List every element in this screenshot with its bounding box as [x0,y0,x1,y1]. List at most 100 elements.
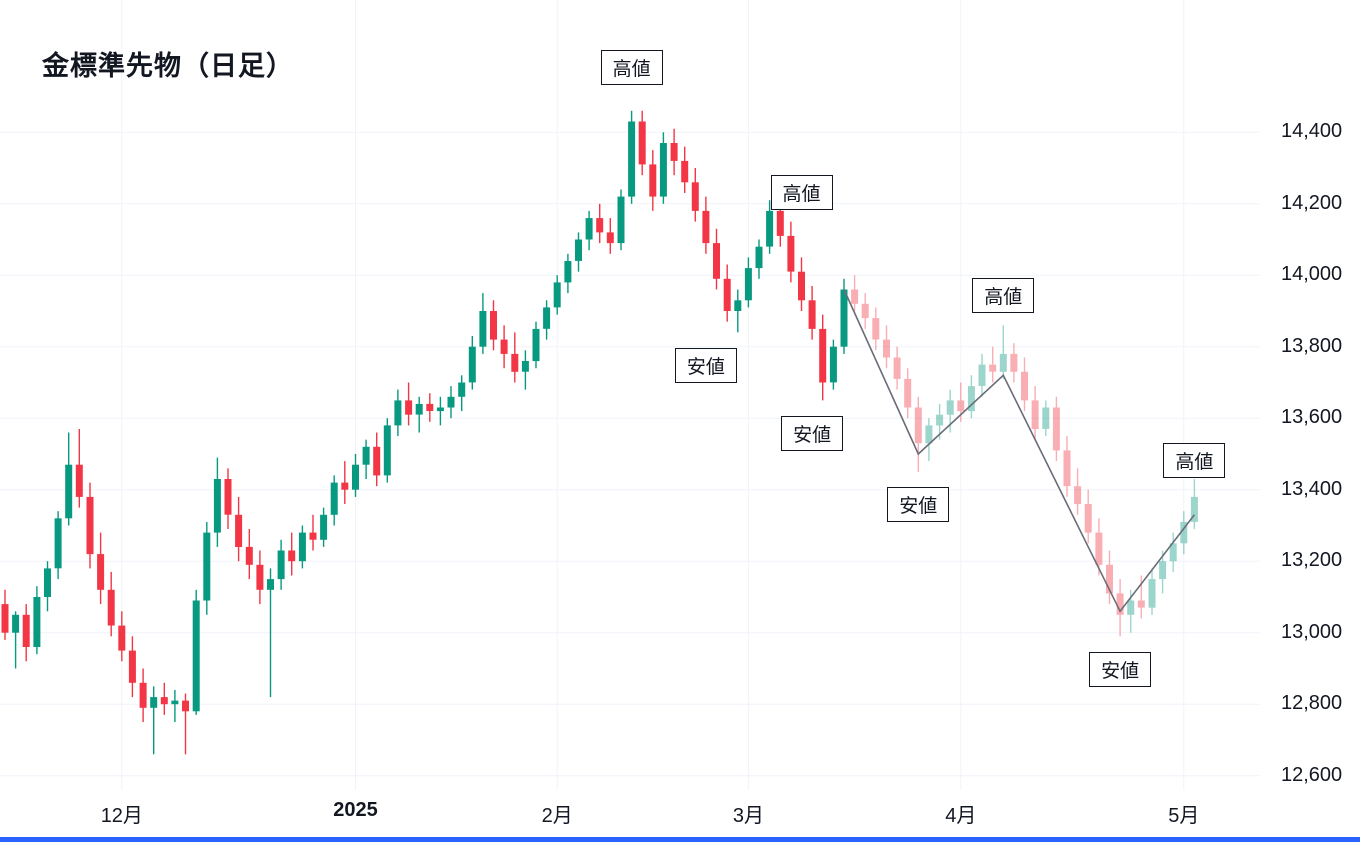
candle-down [107,571,115,637]
candle-up [458,375,466,412]
candle-down [490,300,497,351]
price-axis-label: 13,600 [1281,406,1343,429]
candle-down [22,604,30,662]
candle-down [776,203,784,247]
candle-down [139,668,147,723]
time-axis[interactable]: 12月 2025 2月 3月 4月 5月 [0,788,1360,834]
candle-down [1116,579,1124,637]
candle-down [1074,468,1082,515]
high-annotation[interactable]: 高値 [1163,442,1226,478]
candle-down [702,196,710,254]
candle-up [54,511,62,580]
annotation-layer: 高値 高値 安値 安値 安値 高値 安値 高値 [600,49,1226,687]
candle-up [553,275,561,315]
candle-up [267,568,274,698]
price-axis-label: 14,400 [1281,120,1343,143]
candle-up [1190,479,1198,529]
candle-up [447,386,455,419]
candle-up [298,525,306,569]
candle-down [893,346,901,390]
candle-down [989,346,997,383]
candle-down [819,314,827,401]
candle-down [405,382,413,426]
price-axis-label: 12,600 [1281,763,1343,786]
candle-down [596,203,604,244]
candle-up [744,257,752,308]
candle-down [670,128,678,176]
low-annotation[interactable]: 安値 [1089,651,1152,687]
candle-down [341,461,349,504]
candle-down [914,396,922,472]
candle-down [723,264,731,322]
candle-down [373,432,381,487]
candle-up [203,521,211,615]
candle-up [532,321,540,369]
time-axis-label: 2月 [541,805,573,827]
candle-up [436,396,444,426]
candle-down [883,325,890,369]
candle-up [659,132,667,204]
candle-down [1031,386,1039,440]
candle-up [213,457,221,547]
candle-up [999,325,1007,379]
price-axis-label: 13,200 [1281,549,1343,572]
candle-up [12,611,20,669]
candle-up [564,253,572,294]
candle-down [1137,575,1145,619]
candle-down [798,257,805,311]
candle-up [543,300,551,340]
candle-up [734,289,742,333]
candle-up [192,589,200,715]
candle-up [44,561,51,612]
candle-down [691,168,699,222]
candle-down [851,275,859,311]
candles-solid [1,110,848,755]
candle-down [649,150,657,211]
candles-faded [851,275,1198,637]
candle-up [171,689,179,723]
candle-up [320,507,328,547]
time-axis-label: 3月 [732,805,764,827]
candle-up [33,586,41,655]
low-annotation[interactable]: 安値 [781,415,844,451]
price-plot-area[interactable] [0,0,1260,790]
high-annotation[interactable]: 高値 [972,278,1035,314]
candle-down [256,550,264,605]
candle-down [1063,436,1071,497]
candle-down [1,589,9,640]
candle-down [224,468,232,529]
candle-down [1084,489,1092,544]
candle-up [766,200,774,254]
gridlines [0,0,1260,790]
candle-down [681,146,689,193]
low-annotation[interactable]: 安値 [674,348,737,384]
candle-up [330,475,338,526]
time-axis-label: 2025 [333,799,378,821]
low-annotation[interactable]: 安値 [887,487,950,523]
price-axis[interactable]: 14,400 14,200 14,000 13,800 13,600 13,400 13,2… [1260,0,1360,790]
candle-up [362,439,370,479]
candle-down [638,110,646,176]
candle-down [182,693,189,755]
candle-down [606,218,614,254]
candle-up [394,389,402,437]
high-annotation[interactable]: 高値 [600,49,663,85]
bottom-scrollbar[interactable] [0,837,1360,842]
candle-up [352,454,359,497]
candle-down [118,611,126,662]
price-axis-label: 13,000 [1281,620,1343,643]
candle-up [575,232,582,272]
candle-up [967,375,975,419]
candle-up [617,189,625,251]
zigzag-trendline[interactable] [843,289,1196,613]
candle-down [426,393,434,422]
candle-down [787,221,795,283]
candle-down [500,325,508,369]
time-axis-label: 12月 [100,805,143,827]
candle-up [978,353,986,397]
candle-up [1180,511,1188,555]
candle-up [479,293,487,354]
high-annotation[interactable]: 高値 [770,174,833,210]
candle-down [1095,518,1103,576]
candle-down [1021,357,1028,412]
